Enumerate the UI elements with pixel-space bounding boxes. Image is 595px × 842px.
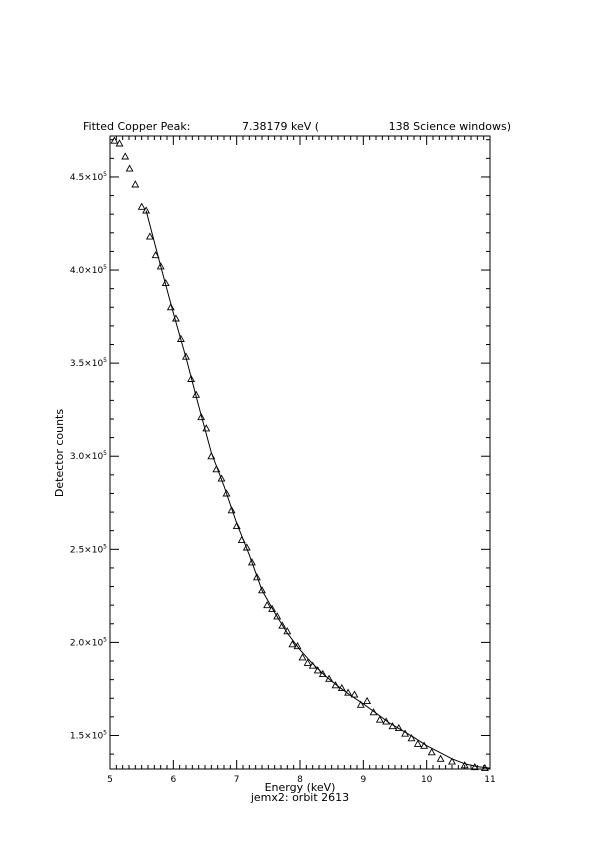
data-point (273, 612, 282, 620)
data-points (110, 136, 489, 772)
y-tick-label: 4.0×105 (70, 264, 107, 276)
chart-title-windows: 138 Science windows) (389, 120, 511, 133)
data-point (283, 627, 292, 635)
data-point (202, 424, 211, 432)
data-point (242, 543, 251, 551)
data-point (427, 748, 436, 756)
data-point (325, 674, 334, 682)
data-point (407, 734, 416, 742)
y-tick-label: 3.0×105 (70, 450, 107, 462)
data-point (237, 535, 246, 544)
data-point (142, 206, 151, 214)
data-point (313, 666, 322, 674)
x-tick-label: 5 (107, 775, 113, 785)
data-point (303, 658, 312, 666)
data-point (227, 506, 236, 514)
data-point (344, 688, 353, 696)
data-point (288, 640, 297, 648)
y-axis-label: Detector counts (53, 409, 66, 497)
y-tick-label: 1.5×105 (70, 729, 107, 741)
data-point (382, 717, 391, 725)
data-point (401, 729, 410, 737)
data-point (166, 303, 175, 311)
data-point (369, 708, 378, 716)
data-point (131, 180, 140, 188)
x-tick-label: 6 (170, 775, 176, 785)
data-point (115, 139, 124, 147)
data-point (308, 661, 317, 669)
data-point (388, 722, 397, 730)
axis-ticks (109, 136, 491, 769)
y-tick-label: 2.0×105 (70, 636, 107, 648)
fit-curve (145, 210, 491, 769)
x-tick-label: 11 (484, 775, 495, 785)
chart-title-energy: 7.38179 keV ( (242, 120, 319, 133)
chart-caption: jemx2: orbit 2613 (250, 791, 349, 804)
y-tick-labels: 1.5×105 2.0×105 2.5×105 3.0×105 3.5×105 4.0×1… (70, 171, 107, 742)
data-point (247, 558, 256, 566)
plot-frame (109, 135, 491, 770)
data-point (278, 621, 287, 629)
data-point (212, 465, 221, 473)
data-point (176, 334, 185, 342)
data-point (187, 374, 196, 382)
y-tick-label: 2.5×105 (70, 543, 107, 555)
data-point (258, 586, 266, 594)
data-point (350, 690, 359, 698)
data-point (470, 762, 479, 771)
data-point (480, 763, 489, 772)
data-point (263, 601, 272, 609)
data-point (436, 754, 445, 762)
data-point (207, 452, 216, 460)
data-point (252, 573, 261, 581)
data-point (161, 278, 170, 287)
x-tick-labels: 5 6 7 8 9 10 11 (107, 775, 496, 785)
data-point (318, 669, 327, 678)
data-point (121, 152, 130, 160)
data-point (293, 641, 302, 650)
data-point (460, 761, 469, 769)
chart-title-prefix: Fitted Copper Peak: (83, 120, 190, 133)
data-point (268, 604, 277, 612)
data-point (125, 164, 134, 172)
data-point (356, 700, 365, 708)
data-point (192, 390, 201, 398)
data-point (151, 251, 160, 259)
data-point (110, 136, 119, 144)
data-point (375, 715, 384, 723)
y-tick-label: 3.5×105 (70, 357, 107, 369)
data-point (217, 474, 226, 482)
data-point (394, 723, 403, 732)
data-point (363, 696, 372, 705)
data-point (298, 653, 307, 661)
data-point (337, 683, 346, 692)
x-tick-label: 7 (234, 775, 240, 785)
data-point (413, 739, 422, 747)
data-point (171, 314, 180, 322)
x-axis-label: Energy (keV) (265, 781, 336, 794)
data-point (137, 202, 146, 210)
data-point (145, 232, 154, 240)
data-point (420, 741, 429, 749)
data-point (182, 352, 190, 360)
x-tick-label: 10 (421, 775, 433, 785)
y-tick-label: 4.5×105 (70, 171, 107, 183)
data-point (232, 521, 241, 530)
data-point (156, 262, 165, 270)
data-point (222, 489, 231, 497)
data-point (331, 681, 340, 689)
x-tick-label: 9 (360, 775, 366, 785)
data-point (448, 757, 456, 765)
data-point (197, 412, 206, 421)
x-tick-label: 8 (297, 775, 303, 785)
